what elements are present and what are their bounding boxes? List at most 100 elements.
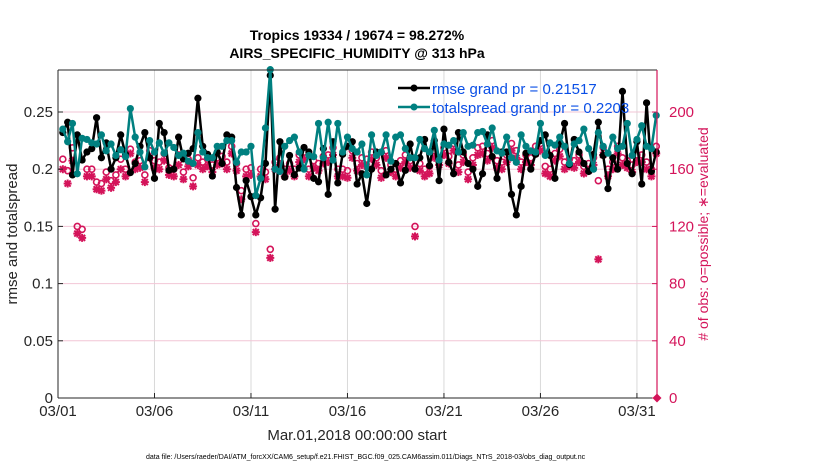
obs-evaluated-center (104, 177, 109, 182)
obs-evaluated-marker (411, 232, 420, 241)
rmse-marker (396, 179, 405, 187)
obs-evaluated-center (200, 167, 205, 172)
obs-evaluated-center (649, 174, 654, 179)
obs-evaluated-center (205, 164, 210, 169)
rmse-marker (623, 159, 631, 168)
rmse-marker (594, 118, 602, 126)
rmse-marker (117, 131, 125, 139)
totalspread-marker (565, 159, 573, 168)
rmse-marker (450, 170, 458, 178)
rmse-marker (512, 211, 520, 219)
obs-evaluated-center (456, 169, 461, 175)
rmse-marker (401, 166, 409, 174)
obs-possible-marker (92, 178, 101, 186)
totalspread-marker (638, 122, 646, 130)
obs-evaluated-center (427, 171, 432, 176)
totalspread-line (61, 68, 658, 197)
obs-possible-marker (343, 166, 352, 175)
rmse-marker (324, 190, 332, 198)
obs-evaluated-center (374, 162, 379, 168)
x-tick-label: 03/16 (329, 403, 367, 420)
totalspread-marker (575, 136, 583, 145)
obs-evaluated-center (161, 158, 167, 163)
obs-possible-marker (97, 179, 106, 188)
totalspread-marker (401, 144, 409, 153)
rmse-marker (507, 190, 516, 198)
totalspread-marker (64, 138, 72, 146)
obs-evaluated-center (123, 174, 128, 179)
totalspread-marker (150, 148, 159, 156)
obs-possible-marker (78, 225, 86, 234)
obs-evaluated-center (369, 157, 374, 162)
obs-evaluated-marker (266, 253, 275, 262)
totalspread-marker (488, 124, 496, 132)
totalspread-marker (503, 133, 511, 141)
rmse-marker (560, 119, 569, 128)
rmse-marker (300, 143, 308, 152)
obs-evaluated-center (253, 229, 259, 235)
totalspread-marker (478, 127, 487, 136)
rmse-marker (232, 183, 241, 192)
totalspread-marker (507, 154, 516, 162)
totalspread-marker (228, 136, 236, 145)
obs-evaluated-marker (343, 173, 352, 182)
x-tick-label: 03/01 (39, 403, 77, 420)
totalspread-marker (232, 158, 241, 166)
x-tick-labels: 03/01 03/06 03/11 03/16 03/21 03/26 03/31 (39, 403, 655, 420)
x-tick-label: 03/26 (522, 403, 560, 420)
totalspread-marker (594, 128, 602, 137)
totalspread-marker (107, 140, 115, 148)
totalspread-marker (512, 158, 520, 166)
totalspread-marker (358, 140, 366, 148)
totalspread-marker (102, 147, 110, 155)
totalspread-marker (541, 151, 549, 160)
rmse-marker (150, 174, 159, 182)
legend: rmse grand pr = 0.21517 totalspread gran… (398, 81, 629, 117)
totalspread-marker (445, 141, 453, 149)
y-tick-label: 0 (45, 390, 53, 407)
rmse-marker (464, 159, 472, 168)
totalspread-marker (295, 148, 303, 156)
rmse-marker (367, 165, 376, 173)
totalspread-marker (387, 157, 395, 165)
rmse-marker (435, 177, 443, 185)
obs-evaluated-center (171, 174, 176, 179)
totalspread-marker (425, 148, 434, 156)
obs-evaluated-marker (155, 165, 164, 174)
totalspread-marker (450, 136, 458, 145)
rmse-marker (488, 153, 496, 161)
totalspread-marker (585, 144, 593, 153)
obs-evaluated-center (383, 155, 389, 160)
obs-evaluated-center (620, 162, 625, 168)
totalspread-marker (339, 148, 347, 156)
rmse-marker (642, 99, 651, 107)
rmse-marker (517, 182, 525, 190)
totalspread-marker (92, 140, 101, 148)
obs-evaluated-center (137, 165, 143, 170)
y-tick-labels: 0 0.05 0.1 0.15 0.2 0.25 (24, 104, 53, 407)
totalspread-marker (329, 156, 337, 164)
obs-evaluated-center (379, 175, 384, 181)
totalspread-marker (300, 165, 308, 173)
obs-possible-marker (252, 219, 260, 228)
rmse-marker (314, 178, 323, 186)
totalspread-marker (618, 142, 627, 150)
totalspread-marker (121, 153, 130, 161)
obs-evaluated-marker (107, 183, 116, 192)
totalspread-marker (469, 141, 477, 149)
obs-possible-marker (189, 174, 197, 182)
x-tick-label: 03/06 (136, 403, 174, 420)
totalspread-marker (343, 133, 352, 141)
legend-rmse-label: rmse grand pr = 0.21517 (432, 81, 597, 98)
totalspread-marker (97, 131, 106, 139)
obs-evaluated-marker (63, 179, 72, 188)
obs-evaluated-center (576, 159, 582, 165)
totalspread-marker (131, 133, 139, 141)
obs-possible-marker (87, 165, 96, 174)
rmse-marker (281, 173, 289, 181)
obs-evaluated-center (325, 159, 331, 165)
totalspread-marker (179, 149, 188, 157)
y2-tick-label: 0 (669, 390, 677, 407)
obs-evaluated-center (118, 167, 123, 172)
grid (58, 70, 657, 398)
